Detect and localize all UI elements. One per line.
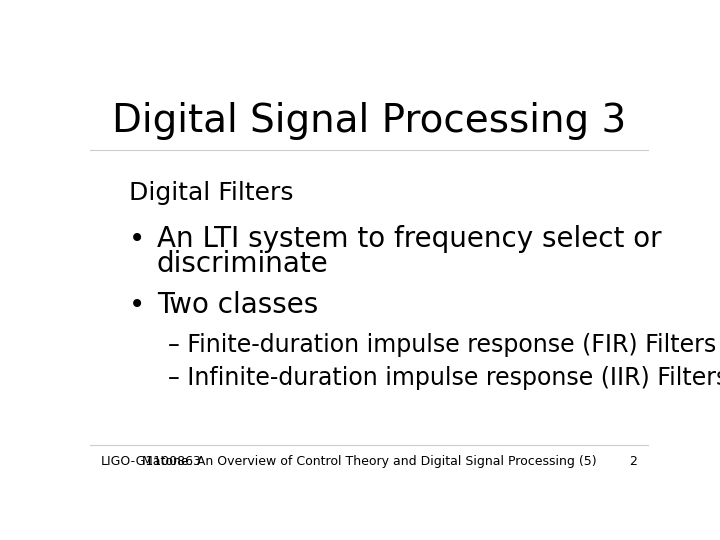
Text: – Infinite-duration impulse response (IIR) Filters: – Infinite-duration impulse response (II… [168, 366, 720, 390]
Text: – Finite-duration impulse response (FIR) Filters: – Finite-duration impulse response (FIR)… [168, 333, 716, 357]
Text: LIGO-G1100863: LIGO-G1100863 [101, 455, 202, 468]
Text: •: • [129, 292, 145, 320]
Text: •: • [129, 225, 145, 253]
Text: Digital Filters: Digital Filters [129, 181, 294, 205]
Text: discriminate: discriminate [157, 250, 329, 278]
Text: Matone: An Overview of Control Theory and Digital Signal Processing (5): Matone: An Overview of Control Theory an… [142, 455, 596, 468]
Text: An LTI system to frequency select or: An LTI system to frequency select or [157, 225, 662, 253]
Text: Two classes: Two classes [157, 292, 318, 320]
Text: Digital Signal Processing 3: Digital Signal Processing 3 [112, 102, 626, 140]
Text: 2: 2 [629, 455, 637, 468]
